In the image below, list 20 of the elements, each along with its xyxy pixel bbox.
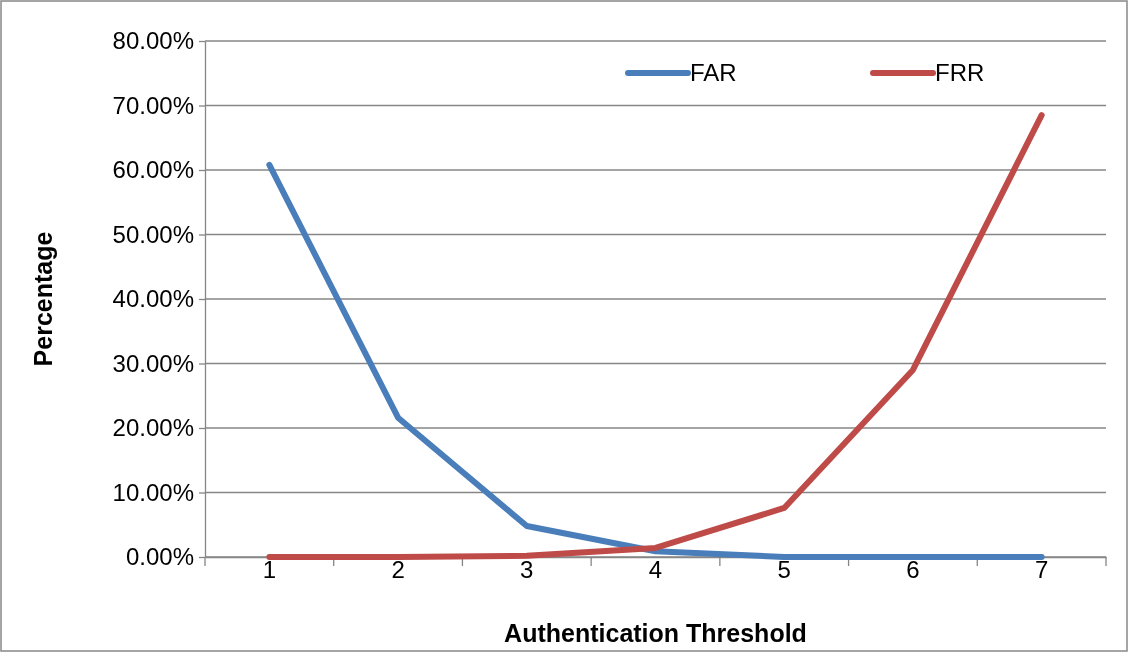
y-tick-label: 80.00% bbox=[112, 27, 194, 55]
x-tick-label: 2 bbox=[391, 556, 405, 583]
y-tick-label: 10.00% bbox=[112, 478, 194, 506]
x-tick-label: 1 bbox=[262, 556, 277, 583]
legend-label: FRR bbox=[935, 59, 985, 86]
x-tick-label: 5 bbox=[777, 556, 791, 583]
y-tick-label: 30.00% bbox=[112, 349, 194, 377]
y-tick-label: 0.00% bbox=[125, 543, 194, 571]
y-tick-label: 40.00% bbox=[112, 285, 194, 313]
x-tick-label: 6 bbox=[906, 556, 920, 583]
y-tick-label: 50.00% bbox=[112, 220, 194, 248]
y-tick-label: 70.00% bbox=[112, 91, 194, 119]
legend-label: FAR bbox=[690, 59, 737, 86]
x-tick-label: 4 bbox=[648, 556, 663, 583]
y-tick-label: 20.00% bbox=[112, 414, 194, 442]
x-tick-label: 7 bbox=[1034, 556, 1049, 583]
y-axis-title: Percentage bbox=[29, 231, 57, 367]
x-axis-title: Authentication Threshold bbox=[504, 619, 807, 647]
x-tick-label: 3 bbox=[520, 556, 534, 583]
y-tick-label: 60.00% bbox=[112, 156, 194, 184]
